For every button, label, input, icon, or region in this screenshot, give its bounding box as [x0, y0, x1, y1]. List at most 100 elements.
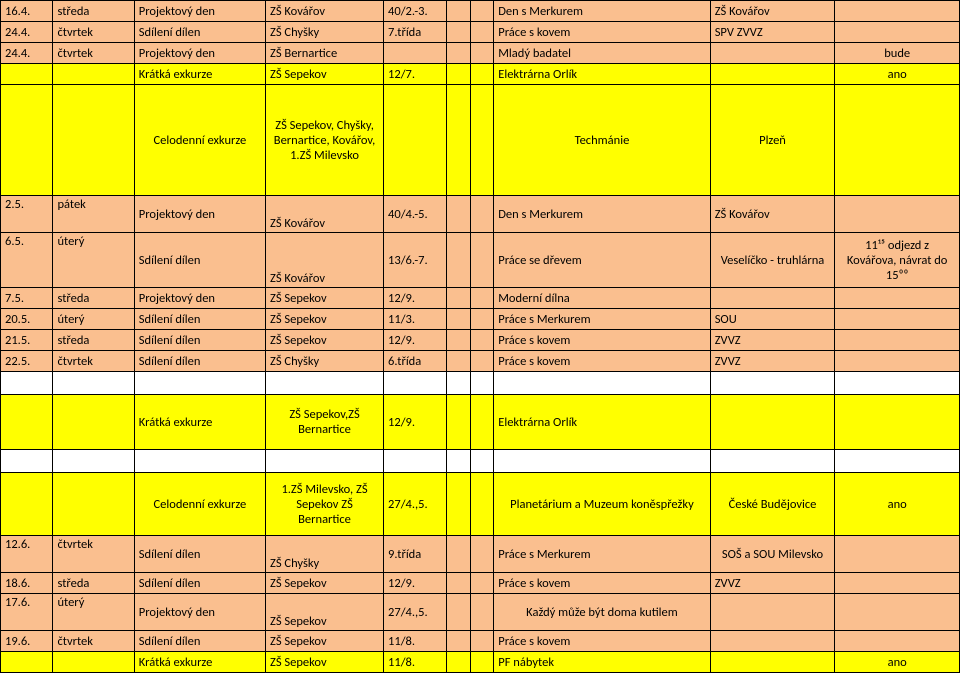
cell-day: čtvrtek [53, 43, 134, 64]
cell-school: ZŠ Kovářov [265, 196, 383, 233]
table-row: 24.4. čtvrtek Projektový den ZŠ Bernarti… [1, 43, 960, 64]
cell-note [835, 196, 960, 233]
cell-place [710, 64, 835, 85]
cell-note [835, 573, 960, 594]
cell-blank [447, 395, 471, 450]
cell-place [710, 395, 835, 450]
cell-day: čtvrtek [53, 351, 134, 372]
cell-date [1, 64, 53, 85]
cell-day [53, 473, 134, 536]
cell-blank [470, 652, 494, 673]
cell-blank [447, 233, 471, 288]
cell-type: Projektový den [134, 594, 265, 631]
cell-school: ZŠ Sepekov [265, 309, 383, 330]
cell-type: Sdílení dílen [134, 631, 265, 652]
cell-act: Práce s kovem [494, 351, 710, 372]
cell-school: ZŠ Sepekov, Chyšky, Bernartice, Kovářov,… [265, 85, 383, 196]
cell-grade: 11/3. [384, 309, 447, 330]
table-row: 6.5. úterý Sdílení dílen ZŠ Kovářov 13/6… [1, 233, 960, 288]
cell-day: úterý [53, 309, 134, 330]
cell-type: Celodenní exkurze [134, 473, 265, 536]
cell-school: ZŠ Chyšky [265, 22, 383, 43]
cell-note [835, 85, 960, 196]
cell-place: SOŠ a SOU Milevsko [710, 536, 835, 573]
table-row: 20.5. úterý Sdílení dílen ZŠ Sepekov 11/… [1, 309, 960, 330]
cell-grade: 40/2.-3. [384, 1, 447, 22]
cell-place: ZVVZ [710, 351, 835, 372]
cell-note: bude [835, 43, 960, 64]
cell-day [53, 85, 134, 196]
cell-type: Projektový den [134, 1, 265, 22]
cell-day: středa [53, 1, 134, 22]
cell-note [835, 594, 960, 631]
cell-blank [470, 64, 494, 85]
cell-blank [470, 22, 494, 43]
cell-type: Projektový den [134, 196, 265, 233]
spacer-row [1, 450, 960, 473]
cell-day: čtvrtek [53, 631, 134, 652]
cell-blank [447, 351, 471, 372]
cell-school: ZŠ Sepekov [265, 652, 383, 673]
cell-grade: 9.třída [384, 536, 447, 573]
cell-act: Práce s kovem [494, 631, 710, 652]
cell-school: ZŠ Kovářov [265, 1, 383, 22]
cell-school: ZŠ Sepekov,ZŠ Bernartice [265, 395, 383, 450]
cell-school: ZŠ Chyšky [265, 536, 383, 573]
cell-grade: 12/9. [384, 330, 447, 351]
cell-date [1, 652, 53, 673]
cell-act: Práce se dřevem [494, 233, 710, 288]
cell-grade: 12/9. [384, 395, 447, 450]
cell-note [835, 330, 960, 351]
cell-school: ZŠ Sepekov [265, 631, 383, 652]
cell-day: úterý [53, 233, 134, 288]
cell-grade: 40/4.-5. [384, 196, 447, 233]
cell-school: ZŠ Sepekov [265, 594, 383, 631]
cell-blank [447, 85, 471, 196]
cell-type: Sdílení dílen [134, 536, 265, 573]
table-row: 21.5. středa Sdílení dílen ZŠ Sepekov 12… [1, 330, 960, 351]
cell-place: ZŠ Kovářov [710, 196, 835, 233]
cell-act: Planetárium a Muzeum koněspřežky [494, 473, 710, 536]
cell-grade: 12/9. [384, 573, 447, 594]
cell-date [1, 395, 53, 450]
table-row: 2.5. pátek Projektový den ZŠ Kovářov 40/… [1, 196, 960, 233]
cell-blank [447, 22, 471, 43]
cell-place: ZVVZ [710, 330, 835, 351]
cell-school: ZŠ Sepekov [265, 330, 383, 351]
cell-type: Celodenní exkurze [134, 85, 265, 196]
cell-blank [447, 309, 471, 330]
cell-date: 24.4. [1, 43, 53, 64]
cell-grade [384, 85, 447, 196]
cell-blank [447, 631, 471, 652]
table-row: Celodenní exkurze 1.ZŠ Milevsko, ZŠ Sepe… [1, 473, 960, 536]
table-row: 7.5. středa Projektový den ZŠ Sepekov 12… [1, 288, 960, 309]
table-row: Krátká exkurze ZŠ Sepekov,ZŠ Bernartice … [1, 395, 960, 450]
cell-act: Práce s kovem [494, 573, 710, 594]
cell-grade: 27/4.,5. [384, 594, 447, 631]
table-row: 24.4. čtvrtek Sdílení dílen ZŠ Chyšky 7.… [1, 22, 960, 43]
cell-place: SOU [710, 309, 835, 330]
schedule-table: 16.4. středa Projektový den ZŠ Kovářov 4… [0, 0, 960, 673]
cell-date [1, 85, 53, 196]
cell-day: čtvrtek [53, 22, 134, 43]
cell-blank [470, 233, 494, 288]
table-row: 18.6. středa Sdílení dílen ZŠ Sepekov 12… [1, 573, 960, 594]
cell-grade: 6.třída [384, 351, 447, 372]
cell-act: Den s Merkurem [494, 196, 710, 233]
cell-grade: 11/8. [384, 652, 447, 673]
cell-type: Sdílení dílen [134, 309, 265, 330]
cell-act: Práce s kovem [494, 22, 710, 43]
cell-day [53, 652, 134, 673]
cell-act: Techmánie [494, 85, 710, 196]
cell-date: 24.4. [1, 22, 53, 43]
cell-type: Projektový den [134, 43, 265, 64]
cell-note [835, 309, 960, 330]
cell-blank [447, 1, 471, 22]
cell-blank [470, 43, 494, 64]
cell-place [710, 43, 835, 64]
table-row: Celodenní exkurze ZŠ Sepekov, Chyšky, Be… [1, 85, 960, 196]
cell-place [710, 652, 835, 673]
cell-blank [447, 536, 471, 573]
cell-place: ZŠ Kovářov [710, 1, 835, 22]
cell-note: ano [835, 652, 960, 673]
